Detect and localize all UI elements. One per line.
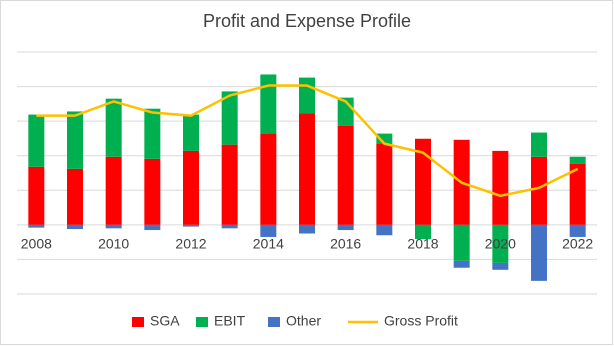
bar-segment <box>531 224 547 281</box>
x-tick-label: 2014 <box>253 236 284 252</box>
x-tick-label: 2016 <box>330 236 361 252</box>
bar-segment <box>260 74 277 134</box>
bar-segment <box>67 168 83 225</box>
line <box>36 84 579 198</box>
bar-segment <box>105 224 122 229</box>
bar-segment <box>144 108 161 159</box>
bar-segment <box>337 224 354 231</box>
bar-segment <box>492 262 509 270</box>
bar-segment <box>67 224 83 230</box>
bar-segment <box>67 111 83 169</box>
bar-segment <box>144 224 161 231</box>
x-tick-label: 2020 <box>485 236 516 252</box>
bar-segment <box>453 224 470 261</box>
bar-segment <box>221 144 238 225</box>
bar-segment <box>415 224 431 240</box>
bar-segment <box>569 163 586 225</box>
bar-segment <box>144 158 161 225</box>
bar-segment <box>376 133 393 144</box>
bar-segment <box>337 125 354 225</box>
bar-segment <box>183 114 199 151</box>
bar-segment <box>28 166 45 225</box>
bar-segment <box>376 143 393 225</box>
bar-segment <box>299 113 315 225</box>
chart-title: Profit and Expense Profile <box>203 11 411 31</box>
bar-segment <box>183 150 199 225</box>
bar-segment <box>531 132 547 157</box>
bar-segment <box>299 77 315 114</box>
x-tick-label: 2018 <box>407 236 438 252</box>
legend-swatch <box>196 317 208 327</box>
bar-segment <box>28 224 45 228</box>
legend-label: SGA <box>150 313 180 329</box>
x-tick-label: 2012 <box>175 236 206 252</box>
bar-segment <box>260 224 277 237</box>
legend-label: EBIT <box>214 313 246 329</box>
bar-segment <box>260 133 277 225</box>
bar-segment <box>105 98 122 157</box>
legend-swatch <box>132 317 144 327</box>
bar-segment <box>376 224 393 236</box>
bar-segment <box>28 114 45 167</box>
bar-segment <box>492 150 509 225</box>
bar-segment <box>221 224 238 229</box>
x-tick-label: 2010 <box>98 236 129 252</box>
legend-label: Gross Profit <box>384 313 458 329</box>
bar-segment <box>415 138 431 225</box>
bar-segment <box>105 156 122 225</box>
legend-swatch <box>268 317 280 327</box>
legend-label: Other <box>286 313 321 329</box>
bar-segment <box>492 224 509 263</box>
bar-segment <box>183 224 199 227</box>
bar-segment <box>221 91 238 145</box>
bar-segment <box>569 156 586 164</box>
x-tick-label: 2022 <box>562 236 593 252</box>
x-tick-label: 2008 <box>21 236 52 252</box>
bar-segment <box>299 224 315 234</box>
bar-segment <box>569 224 586 237</box>
bar-segment <box>531 156 547 225</box>
bar-segment <box>453 260 470 268</box>
